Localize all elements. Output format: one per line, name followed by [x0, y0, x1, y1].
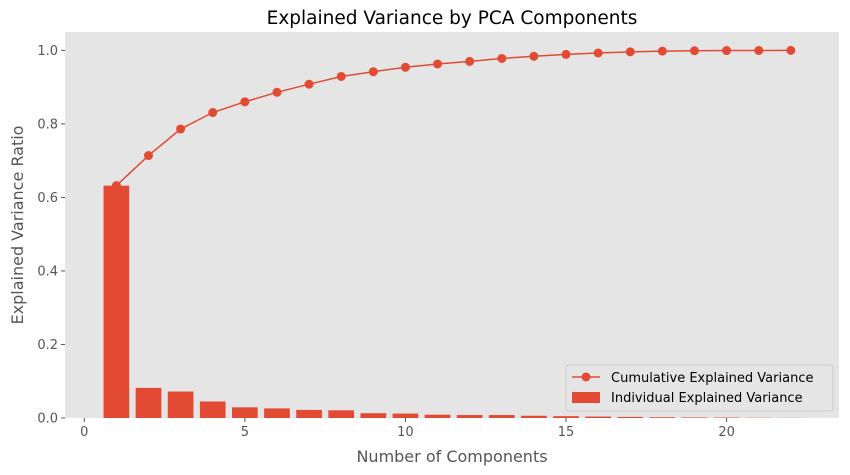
chart-title: Explained Variance by PCA Components — [267, 8, 638, 29]
y-tick-label-0.2: 0.2 — [37, 338, 58, 353]
bar-component-5 — [232, 407, 258, 418]
cumulative-point-10 — [400, 62, 410, 72]
cumulative-point-5 — [240, 97, 250, 107]
bar-component-11 — [424, 414, 451, 418]
cumulative-point-21 — [754, 45, 764, 55]
cumulative-point-6 — [272, 87, 282, 97]
line-layer — [111, 45, 796, 191]
legend-bar-swatch — [572, 392, 600, 403]
plot-area — [65, 32, 839, 418]
bar-component-4 — [199, 401, 226, 418]
legend-box — [565, 364, 834, 412]
y-tick-label-0.8: 0.8 — [37, 117, 58, 132]
cumulative-point-17 — [625, 47, 635, 57]
y-tick-label-0.6: 0.6 — [37, 191, 58, 206]
cumulative-point-12 — [465, 56, 475, 66]
cumulative-point-16 — [593, 48, 603, 58]
bar-component-1 — [103, 185, 130, 418]
cumulative-point-7 — [304, 79, 314, 89]
bar-component-3 — [167, 391, 194, 418]
bar-component-8 — [328, 410, 355, 418]
cumulative-point-15 — [561, 49, 571, 59]
bar-component-17 — [617, 416, 644, 418]
bar-component-13 — [488, 415, 515, 418]
cumulative-point-20 — [722, 46, 732, 56]
bar-component-9 — [360, 413, 387, 418]
bar-component-14 — [521, 415, 547, 418]
y-tick-label-0.4: 0.4 — [37, 264, 58, 279]
legend-label-individual: Individual Explained Variance — [611, 391, 803, 406]
bar-component-7 — [296, 409, 322, 418]
x-axis-ticks: 0 5 10 15 20 — [80, 418, 735, 440]
bar-component-19 — [681, 417, 708, 418]
legend-label-cumulative: Cumulative Explained Variance — [611, 371, 813, 386]
cumulative-point-18 — [657, 46, 667, 56]
x-tick-label-0: 0 — [80, 425, 88, 440]
cumulative-point-9 — [368, 67, 378, 77]
y-tick-label-1: 1.0 — [37, 44, 58, 59]
cumulative-point-8 — [336, 71, 346, 81]
bar-component-6 — [264, 408, 290, 418]
bar-component-10 — [392, 413, 419, 418]
cumulative-point-13 — [497, 53, 507, 63]
cumulative-point-22 — [786, 45, 796, 55]
cumulative-point-14 — [529, 51, 539, 61]
x-tick-label-5: 5 — [241, 425, 249, 440]
cumulative-point-3 — [176, 124, 186, 134]
cumulative-line — [115, 49, 791, 187]
cumulative-point-2 — [144, 151, 153, 161]
bars-layer — [103, 185, 804, 418]
y-axis-ticks: 0.0 0.2 0.4 0.6 0.8 1.0 — [37, 44, 65, 427]
x-tick-label-20: 20 — [718, 425, 735, 440]
cumulative-point-11 — [433, 59, 443, 69]
bar-component-16 — [585, 416, 611, 418]
legend-marker-swatch — [581, 372, 591, 382]
cumulative-point-4 — [208, 108, 218, 118]
bar-component-12 — [456, 415, 483, 418]
x-tick-label-10: 10 — [397, 425, 414, 440]
y-tick-label-0: 0.0 — [37, 412, 58, 427]
x-axis-label: Number of Components — [356, 447, 547, 466]
bar-component-2 — [135, 387, 162, 418]
cumulative-point-19 — [689, 46, 699, 56]
cumulative-point-1 — [111, 181, 121, 191]
bar-component-15 — [553, 416, 579, 418]
legend: Cumulative Explained Variance Individual… — [565, 364, 834, 412]
x-tick-label-15: 15 — [558, 425, 575, 440]
bar-component-18 — [649, 417, 676, 418]
y-axis-label: Explained Variance Ratio — [8, 126, 27, 325]
